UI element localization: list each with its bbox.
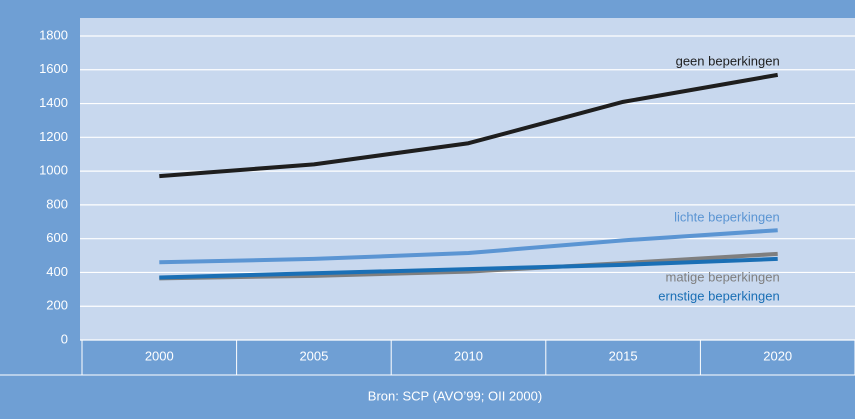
y-tick-label: 1800 xyxy=(39,27,68,42)
y-tick-label: 800 xyxy=(46,196,68,211)
series-line xyxy=(159,228,778,265)
series-label: ernstige beperkingen xyxy=(658,288,779,303)
y-tick-label: 400 xyxy=(46,264,68,279)
x-tick-label: 2020 xyxy=(763,348,792,363)
y-tick-label: 1600 xyxy=(39,61,68,76)
y-tick-label: 1200 xyxy=(39,129,68,144)
y-tick-label: 200 xyxy=(46,298,68,313)
y-tick-label: 1000 xyxy=(39,163,68,178)
y-tick-label: 0 xyxy=(61,331,68,346)
x-tick-label: 2000 xyxy=(145,348,174,363)
series-label: geen beperkingen xyxy=(676,53,780,68)
y-tick-label: 1400 xyxy=(39,95,68,110)
x-tick-label: 2010 xyxy=(454,348,483,363)
x-tick-label: 2015 xyxy=(609,348,638,363)
series-line xyxy=(159,256,778,280)
series-line xyxy=(159,72,779,179)
series-label: lichte beperkingen xyxy=(674,209,780,224)
y-tick-label: 600 xyxy=(46,230,68,245)
plot-area xyxy=(80,18,855,340)
series-label: matige beperkingen xyxy=(665,269,779,284)
x-tick-label: 2005 xyxy=(299,348,328,363)
source-note: Bron: SCP (AVO’99; OII 2000) xyxy=(368,388,542,403)
